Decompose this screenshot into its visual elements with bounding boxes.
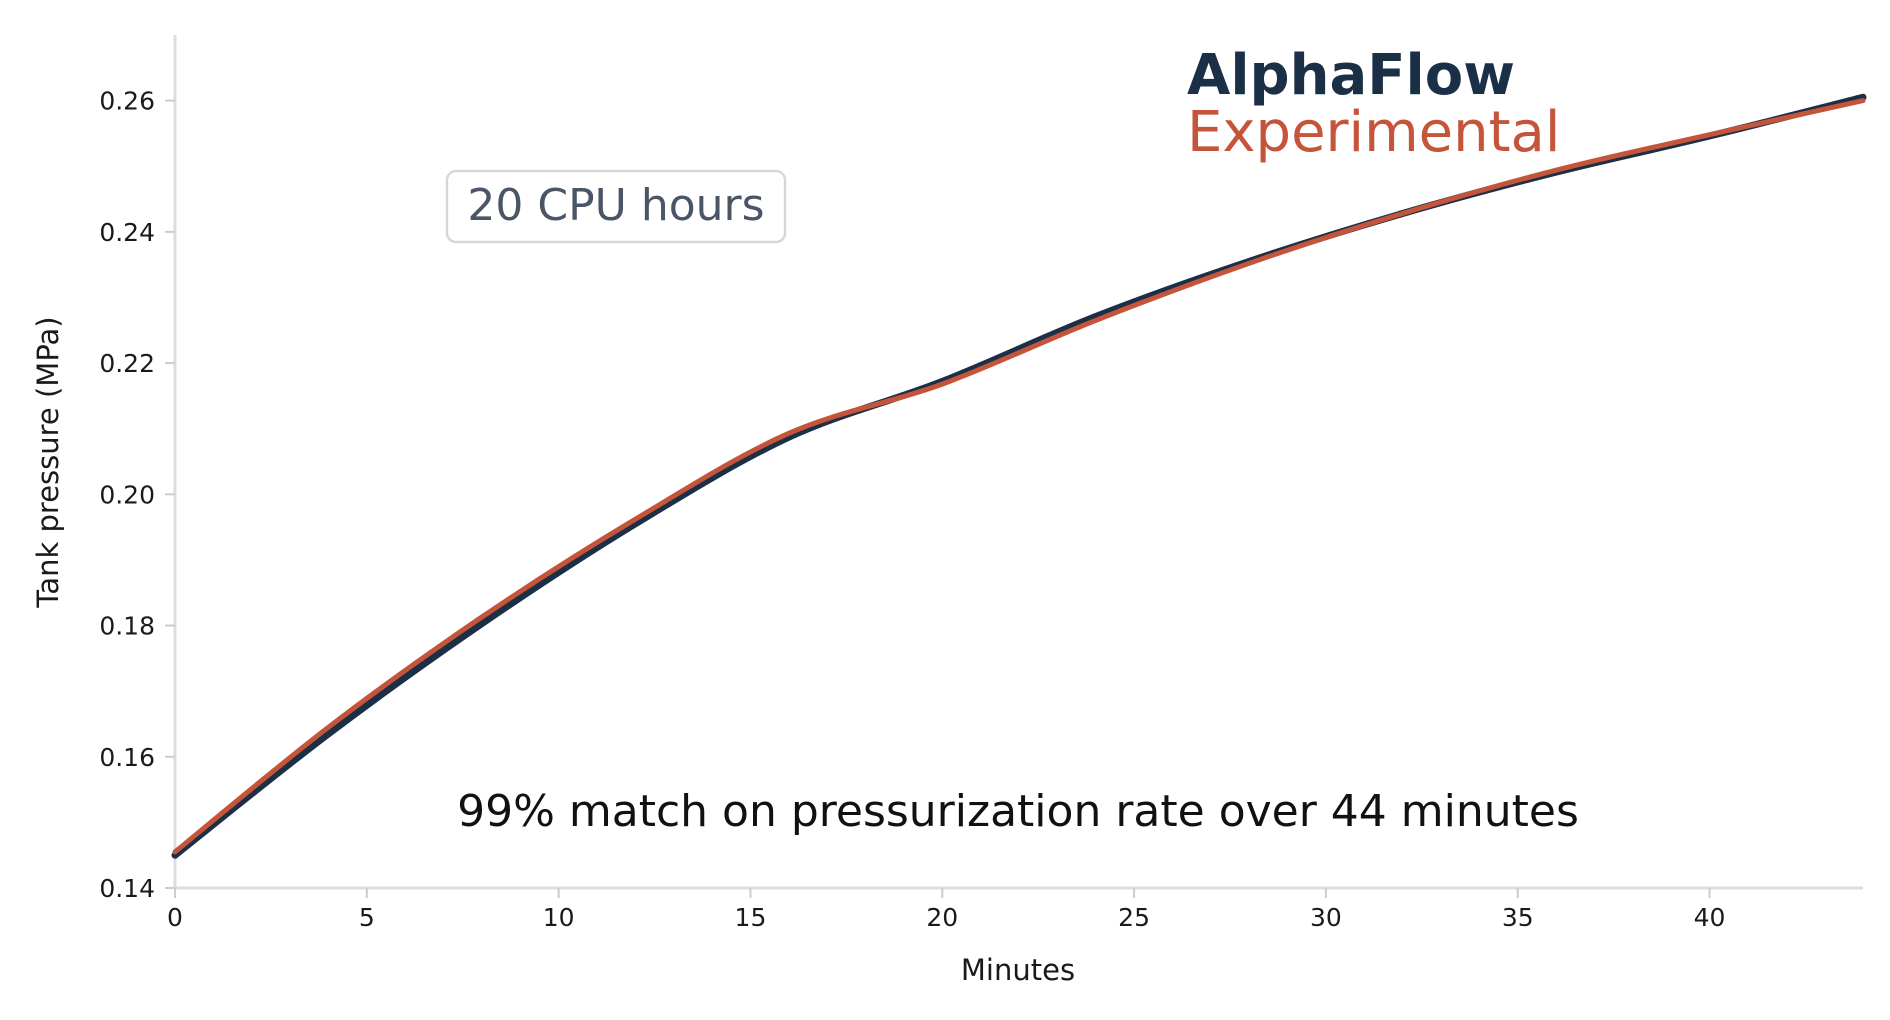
x-tick-label: 30 xyxy=(1310,903,1342,932)
x-tick-label: 15 xyxy=(735,903,767,932)
x-tick-label: 25 xyxy=(1118,903,1150,932)
x-ticks: 0 5 10 15 20 25 30 35 40 xyxy=(167,888,1725,932)
series-line-alphaflow xyxy=(171,93,1867,859)
series-group xyxy=(171,93,1867,859)
x-tick-label: 20 xyxy=(926,903,958,932)
cpu-hours-box xyxy=(445,169,787,244)
x-tick-label: 10 xyxy=(543,903,575,932)
x-tick-label: 5 xyxy=(359,903,375,932)
legend-experimental: Experimental xyxy=(1187,100,1560,165)
y-ticks: 0.14 0.16 0.18 0.20 0.22 0.24 0.26 xyxy=(99,87,175,903)
y-tick-label: 0.20 xyxy=(99,480,155,509)
y-tick-label: 0.18 xyxy=(99,612,155,641)
y-tick-label: 0.26 xyxy=(99,87,155,116)
x-tick-label: 35 xyxy=(1502,903,1534,932)
cpu-hours-label: 20 CPU hours xyxy=(467,180,764,231)
x-tick-label: 40 xyxy=(1694,903,1726,932)
y-axis-title: Tank pressure (MPa) xyxy=(31,316,65,608)
y-tick-label: 0.16 xyxy=(99,743,155,772)
x-tick-label: 0 xyxy=(167,903,183,932)
series-line-experimental xyxy=(172,98,1866,855)
legend-alphaflow: AlphaFlow xyxy=(1187,43,1515,108)
y-tick-label: 0.24 xyxy=(99,218,155,247)
y-tick-label: 0.14 xyxy=(99,874,155,903)
x-axis-title: Minutes xyxy=(961,953,1075,987)
y-tick-label: 0.22 xyxy=(99,349,155,378)
match-annotation: 99% match on pressurization rate over 44… xyxy=(457,786,1579,837)
